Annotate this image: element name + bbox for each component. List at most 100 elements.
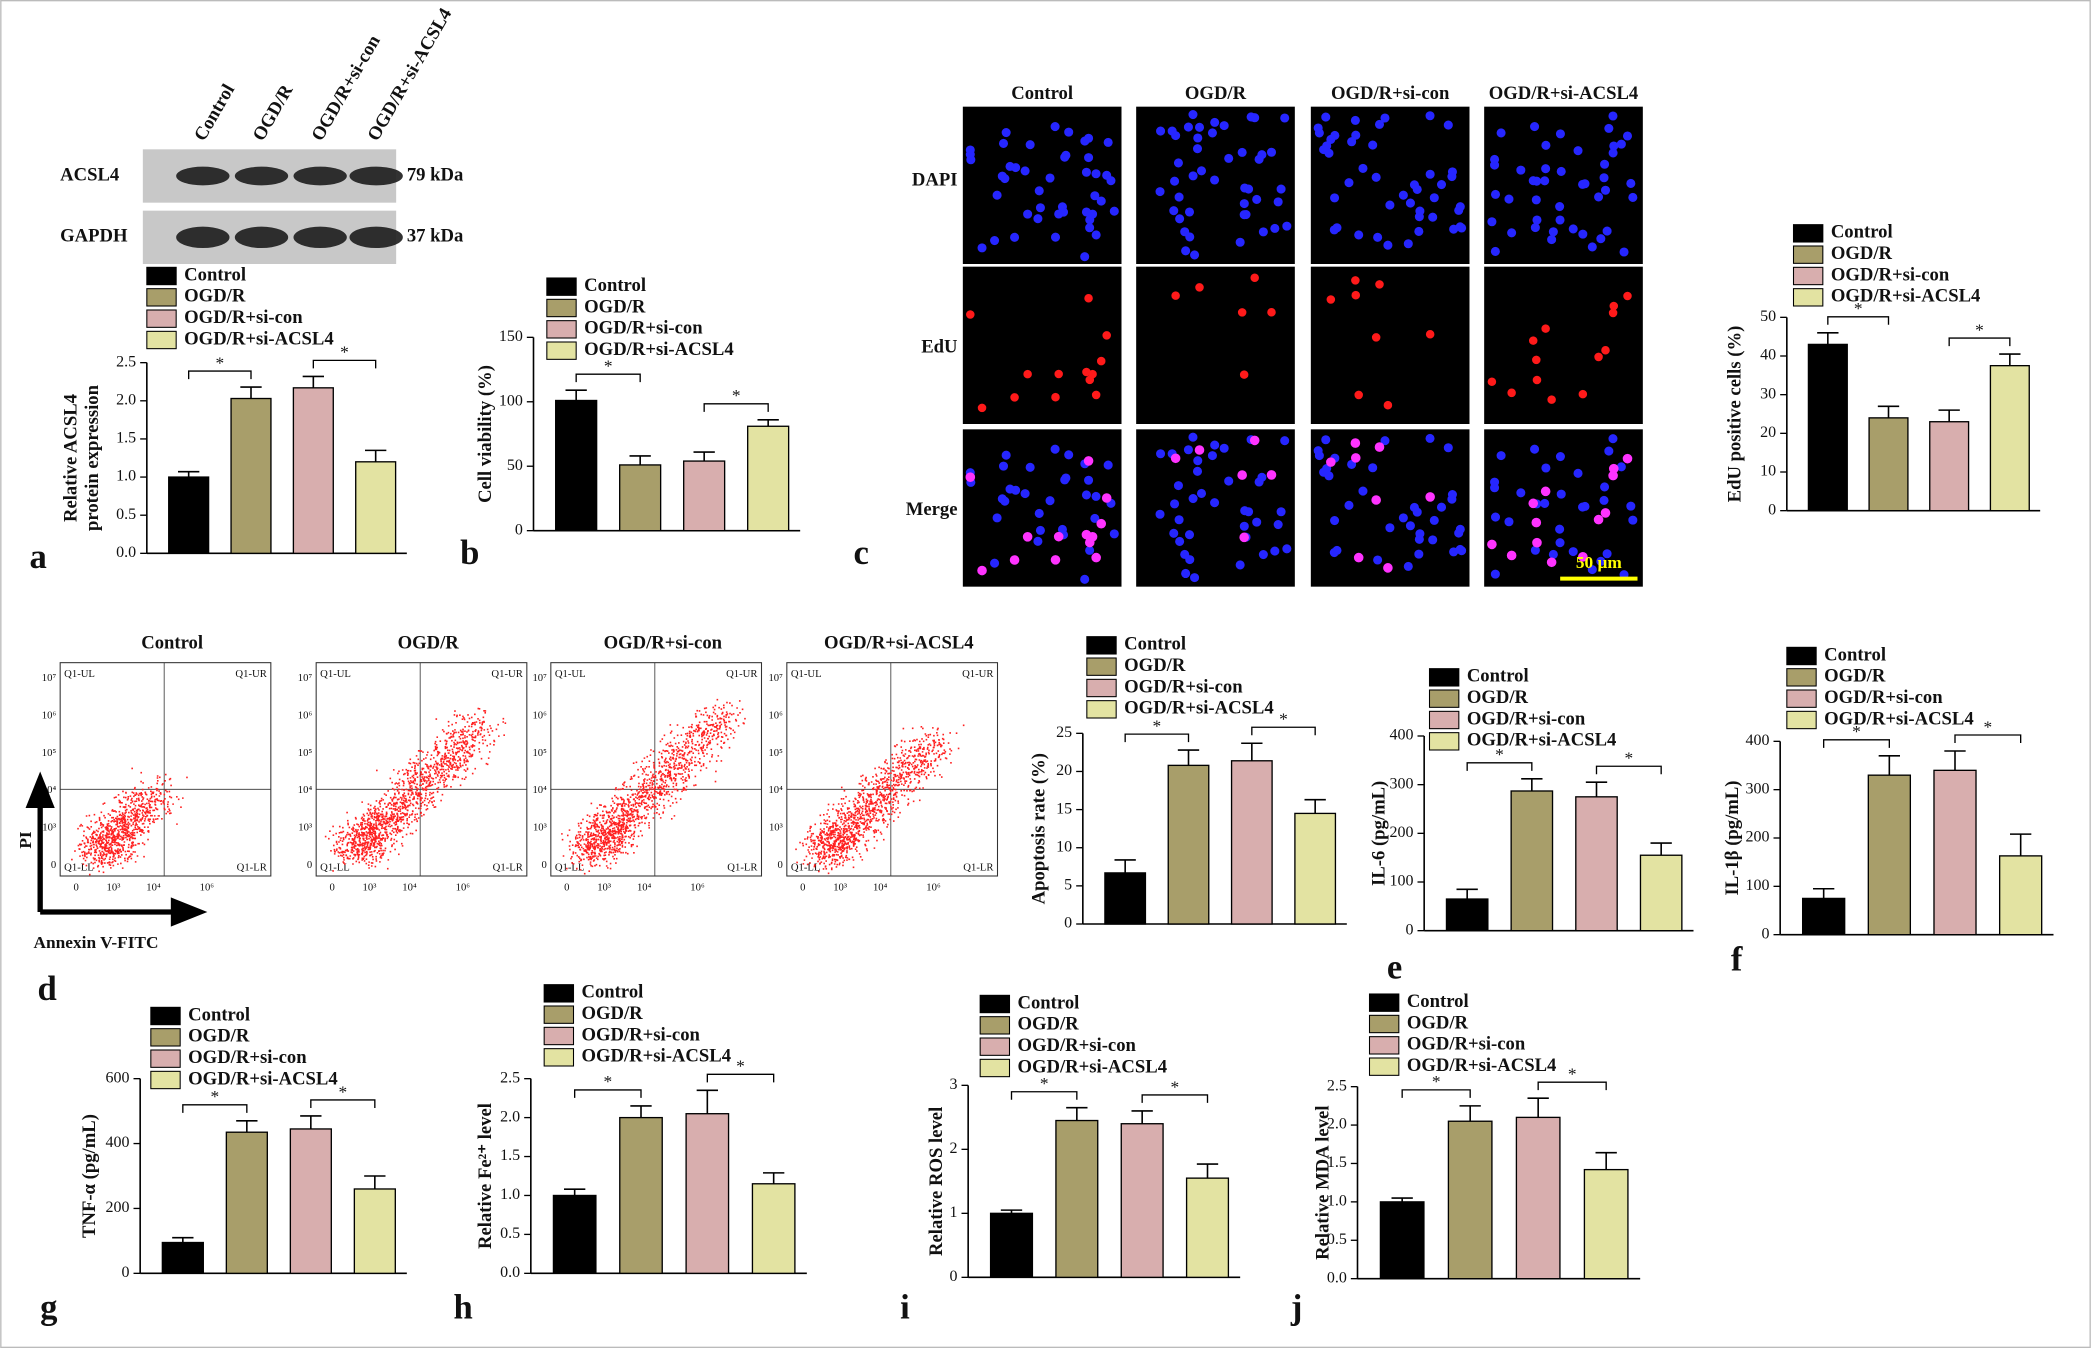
legend-label: Control bbox=[1124, 634, 1186, 655]
legend-label: Control bbox=[584, 275, 646, 296]
significance-bracket bbox=[1823, 739, 1891, 748]
significance-star: * bbox=[1279, 710, 1288, 729]
legend-label: OGD/R+si-con bbox=[582, 1024, 701, 1045]
legend-label: OGD/R+si-ACSL4 bbox=[1467, 730, 1617, 751]
y-axis-label: IL-1β (pg/mL) bbox=[1722, 780, 1743, 895]
y-tick-label: 100 bbox=[1746, 877, 1770, 894]
y-axis-label: Relative Fe²⁺ level bbox=[475, 1103, 496, 1249]
flow-y-tick: 10³ bbox=[533, 822, 547, 833]
y-tick-label: 2.5 bbox=[500, 1069, 520, 1086]
legend-swatch bbox=[1786, 646, 1817, 666]
quadrant-label: Q1-LR bbox=[963, 862, 994, 873]
flow-x-tick: 10⁴ bbox=[146, 882, 161, 893]
y-tick-label: 0 bbox=[1768, 501, 1776, 518]
flow-x-tick: 10³ bbox=[363, 882, 377, 893]
legend-swatch bbox=[543, 1048, 575, 1067]
significance-bracket bbox=[703, 403, 769, 412]
bar bbox=[747, 425, 790, 532]
quadrant-label: Q1-UR bbox=[235, 669, 267, 680]
panel-letter: d bbox=[38, 970, 57, 1008]
micrograph bbox=[1484, 106, 1643, 265]
blot-band bbox=[293, 226, 347, 248]
nuclei-dapi bbox=[1313, 111, 1467, 250]
legend-label: OGD/R+si-con bbox=[1407, 1034, 1526, 1055]
flow-y-tick: 10⁶ bbox=[42, 710, 57, 721]
quadrant-label: Q1-LR bbox=[493, 862, 524, 873]
y-tick-label: 10 bbox=[1760, 463, 1776, 480]
legend-label: Control bbox=[582, 982, 644, 1003]
y-tick-label: 1.5 bbox=[116, 430, 136, 447]
significance-bracket bbox=[182, 1104, 248, 1113]
bar bbox=[1583, 1168, 1629, 1280]
flow-title: OGD/R bbox=[398, 632, 460, 653]
y-tick-label: 400 bbox=[106, 1134, 130, 1151]
legend-label: OGD/R+si-con bbox=[584, 318, 703, 339]
micrograph bbox=[962, 106, 1122, 265]
flow-x-tick: 10⁴ bbox=[402, 882, 417, 893]
legend-label: OGD/R+si-con bbox=[1467, 708, 1586, 729]
nuclei-dapi bbox=[965, 444, 1119, 584]
significance-star: * bbox=[1152, 716, 1161, 735]
y-tick-label: 100 bbox=[499, 392, 523, 409]
legend-label: Control bbox=[1018, 992, 1080, 1013]
flow-plot bbox=[59, 662, 272, 877]
y-tick-label: 150 bbox=[499, 328, 523, 345]
bar bbox=[1807, 343, 1848, 512]
column-title: OGD/R+si-con bbox=[1331, 83, 1450, 104]
scale-label: 50 μm bbox=[1576, 553, 1622, 572]
blot-band bbox=[349, 226, 403, 248]
flow-x-tick: 10⁴ bbox=[873, 882, 888, 893]
bar bbox=[225, 1131, 268, 1275]
panel-letter: e bbox=[1387, 949, 1402, 987]
flow-x-tick: 10³ bbox=[107, 882, 121, 893]
legend-swatch bbox=[546, 320, 577, 339]
significance-star: * bbox=[1854, 299, 1863, 318]
significance-bracket bbox=[1537, 1081, 1607, 1091]
panel-letter: c bbox=[854, 534, 869, 572]
flow-y-tick: 10⁵ bbox=[298, 748, 313, 759]
y-tick-label: 2.0 bbox=[1327, 1116, 1347, 1133]
y-tick-label: 1.0 bbox=[500, 1186, 520, 1203]
quadrant-label: Q1-UR bbox=[726, 669, 758, 680]
y-tick-label: 2.5 bbox=[116, 353, 136, 370]
y-tick-label: 0 bbox=[1406, 921, 1414, 938]
legend-swatch bbox=[146, 330, 177, 350]
significance-bracket bbox=[1401, 1089, 1471, 1098]
flow-y-tick: 10⁶ bbox=[768, 710, 783, 721]
flow-y-tick: 10⁷ bbox=[768, 673, 783, 684]
legend-swatch bbox=[1368, 1036, 1400, 1055]
legend-label: OGD/R+si-ACSL4 bbox=[1824, 708, 1974, 729]
size-label: 79 kDa bbox=[407, 164, 464, 185]
legend-swatch bbox=[1786, 710, 1817, 730]
bar bbox=[1575, 796, 1618, 932]
flow-events bbox=[71, 767, 188, 876]
panel-letter: b bbox=[460, 534, 479, 572]
y-tick-label: 0.0 bbox=[1327, 1269, 1347, 1286]
panel-letter: g bbox=[40, 1289, 57, 1327]
quadrant-label: Q1-UL bbox=[555, 669, 586, 680]
legend-swatch bbox=[146, 288, 177, 307]
legend-label: Control bbox=[1824, 644, 1886, 665]
significance-star: * bbox=[736, 1057, 745, 1076]
significance-star: * bbox=[1568, 1065, 1577, 1084]
significance-star: * bbox=[338, 1082, 347, 1101]
bar bbox=[1989, 364, 2030, 512]
protein-label: ACSL4 bbox=[60, 164, 119, 185]
legend-swatch bbox=[546, 341, 577, 360]
blot-band bbox=[349, 166, 403, 186]
flow-x-tick: 10³ bbox=[833, 882, 847, 893]
significance-star: * bbox=[604, 356, 613, 375]
bar bbox=[1515, 1116, 1561, 1280]
legend-swatch bbox=[1786, 668, 1817, 687]
bar bbox=[168, 476, 210, 554]
flow-y-tick: 10⁵ bbox=[42, 748, 57, 759]
flow-y-tick: 10⁷ bbox=[42, 673, 57, 684]
legend-label: OGD/R+si-ACSL4 bbox=[1407, 1055, 1557, 1076]
axis-arrow bbox=[25, 771, 55, 912]
legend-swatch bbox=[146, 309, 177, 328]
y-tick-label: 15 bbox=[1056, 800, 1072, 817]
legend-label: OGD/R bbox=[1124, 655, 1186, 676]
panel-letter: a bbox=[30, 538, 47, 576]
y-tick-label: 300 bbox=[1746, 780, 1770, 797]
significance-star: * bbox=[210, 1087, 219, 1106]
